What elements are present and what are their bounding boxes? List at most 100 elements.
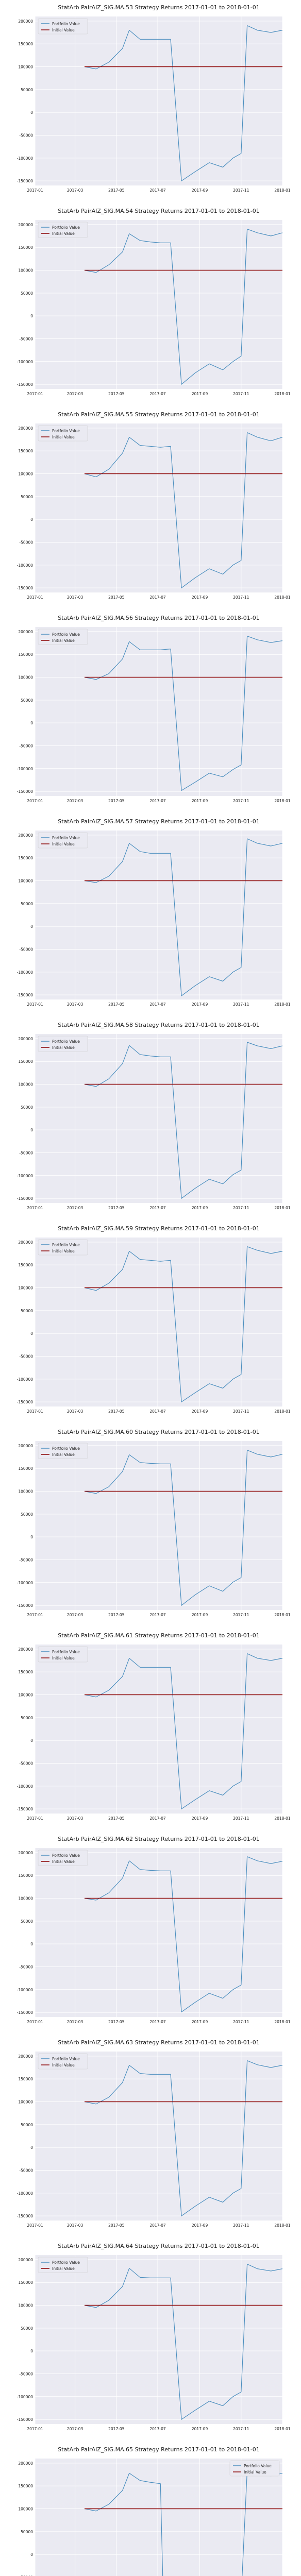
portfolio-value-line <box>84 2264 283 2420</box>
x-tick-label: 2017-09 <box>192 1206 208 1210</box>
y-tick-label: 100000 <box>18 879 33 884</box>
legend-box <box>38 2257 88 2273</box>
x-tick-label: 2017-03 <box>67 595 83 600</box>
legend-label: Initial Value <box>244 2470 266 2475</box>
y-tick-label: -50000 <box>19 2168 33 2173</box>
y-tick-label: -150000 <box>17 2417 34 2422</box>
legend-label: Initial Value <box>52 28 75 32</box>
legend-label: Initial Value <box>52 842 75 846</box>
y-tick-label: 50000 <box>21 1919 33 1924</box>
x-tick-label: 2017-07 <box>149 1002 166 1007</box>
legend-box <box>38 425 88 442</box>
x-tick-label: 2017-03 <box>67 2223 83 2228</box>
portfolio-value-line <box>84 1856 283 2012</box>
legend-label: Portfolio Value <box>52 1650 80 1654</box>
x-tick-label: 2017-09 <box>192 799 208 803</box>
y-tick-label: 100000 <box>18 1082 33 1087</box>
y-tick-label: 0 <box>30 1331 33 1336</box>
y-tick-label: 50000 <box>21 291 33 296</box>
legend-label: Initial Value <box>52 1045 75 1050</box>
y-tick-label: 0 <box>30 110 33 115</box>
x-tick-label: 2018-01 <box>274 1206 291 1210</box>
x-tick-label: 2017-01 <box>27 1206 43 1210</box>
x-tick-label: 2017-11 <box>233 799 249 803</box>
plot-area <box>35 627 282 796</box>
x-tick-label: 2017-09 <box>192 392 208 396</box>
y-tick-label: 200000 <box>18 833 33 838</box>
x-tick-label: 2017-01 <box>27 1816 43 1821</box>
x-tick-label: 2017-05 <box>108 1002 125 1007</box>
legend-box <box>229 2460 280 2477</box>
y-tick-label: 50000 <box>21 1716 33 1720</box>
y-tick-label: 200000 <box>18 223 33 227</box>
x-tick-label: 2017-07 <box>149 1409 166 1414</box>
legend-label: Portfolio Value <box>52 429 80 433</box>
y-tick-label: -50000 <box>19 1150 33 1155</box>
y-tick-label: -100000 <box>17 1581 34 1585</box>
plot-area <box>35 2255 282 2424</box>
x-tick-label: 2017-03 <box>67 1409 83 1414</box>
x-tick-label: 2018-01 <box>274 2020 291 2024</box>
chart-panel: StatArb PairAIZ_SIG.MA.57 Strategy Retur… <box>17 818 291 1007</box>
x-tick-label: 2017-09 <box>192 1002 208 1007</box>
y-tick-label: 0 <box>30 314 33 318</box>
chart-title: StatArb PairAIZ_SIG.MA.54 Strategy Retur… <box>58 208 259 214</box>
y-tick-label: 200000 <box>18 1444 33 1448</box>
y-tick-label: 150000 <box>18 2484 33 2488</box>
x-tick-label: 2017-05 <box>108 1816 125 1821</box>
x-tick-label: 2017-05 <box>108 1409 125 1414</box>
y-tick-label: -150000 <box>17 1196 34 1201</box>
x-tick-label: 2017-05 <box>108 392 125 396</box>
y-tick-label: 150000 <box>18 2280 33 2285</box>
y-tick-label: 200000 <box>18 1240 33 1245</box>
x-tick-label: 2017-11 <box>233 1613 249 1617</box>
x-tick-label: 2018-01 <box>274 392 291 396</box>
y-tick-label: -150000 <box>17 2010 34 2015</box>
portfolio-value-line <box>84 1653 283 1809</box>
y-tick-label: 0 <box>30 1942 33 1946</box>
y-tick-label: 100000 <box>18 2100 33 2105</box>
y-tick-label: -150000 <box>17 179 34 183</box>
x-tick-label: 2017-03 <box>67 2427 83 2431</box>
x-tick-label: 2017-07 <box>149 1816 166 1821</box>
x-tick-label: 2017-03 <box>67 2020 83 2024</box>
legend: Portfolio Value Initial Value <box>38 425 88 442</box>
x-tick-label: 2017-11 <box>233 595 249 600</box>
chart-panel: StatArb PairAIZ_SIG.MA.55 Strategy Retur… <box>17 411 291 600</box>
legend-box <box>38 1646 88 1663</box>
y-tick-label: 0 <box>30 2145 33 2150</box>
y-tick-label: -150000 <box>17 2214 34 2218</box>
x-tick-label: 2017-01 <box>27 2223 43 2228</box>
x-tick-label: 2017-09 <box>192 595 208 600</box>
portfolio-value-line <box>84 25 283 181</box>
y-tick-label: 200000 <box>18 2258 33 2262</box>
y-tick-label: 200000 <box>18 1647 33 1652</box>
chart-title: StatArb PairAIZ_SIG.MA.55 Strategy Retur… <box>58 411 259 418</box>
legend-label: Initial Value <box>52 435 75 439</box>
y-tick-label: -50000 <box>19 947 33 952</box>
x-tick-label: 2017-03 <box>67 188 83 193</box>
y-tick-label: -50000 <box>19 743 33 748</box>
y-tick-label: -100000 <box>17 1174 34 1178</box>
x-tick-label: 2017-03 <box>67 1206 83 1210</box>
x-tick-label: 2017-01 <box>27 2427 43 2431</box>
y-tick-label: 50000 <box>21 1512 33 1517</box>
y-tick-label: 100000 <box>18 2507 33 2512</box>
y-tick-label: 150000 <box>18 1466 33 1471</box>
x-tick-label: 2018-01 <box>274 1613 291 1617</box>
chart-title: StatArb PairAIZ_SIG.MA.56 Strategy Retur… <box>58 615 259 621</box>
x-tick-label: 2017-01 <box>27 188 43 193</box>
y-tick-label: 200000 <box>18 1851 33 1855</box>
chart-panel: StatArb PairAIZ_SIG.MA.63 Strategy Retur… <box>17 2039 291 2228</box>
plot-area <box>35 1441 282 1610</box>
y-tick-label: 150000 <box>18 1263 33 1267</box>
x-tick-label: 2017-05 <box>108 595 125 600</box>
y-tick-label: 150000 <box>18 1873 33 1878</box>
